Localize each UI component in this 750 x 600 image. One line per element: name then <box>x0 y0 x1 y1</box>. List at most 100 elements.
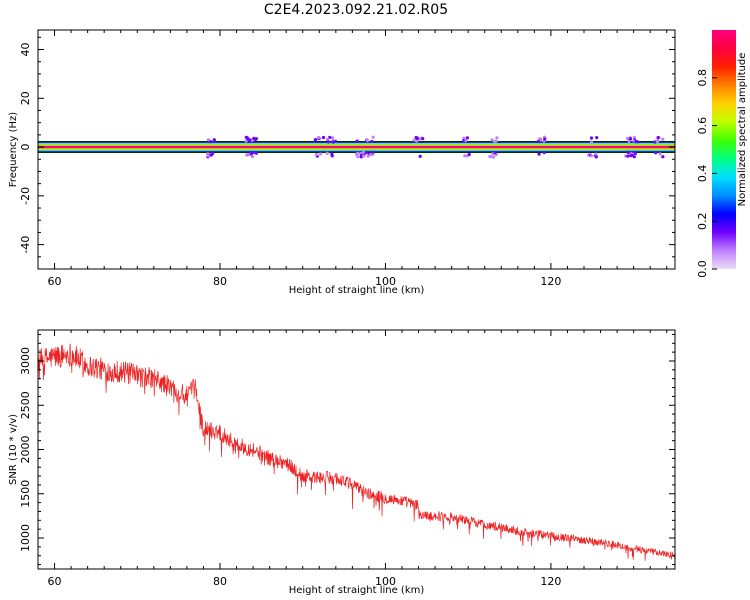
spectral-point <box>655 139 660 143</box>
snr-panel: 60 80 100 120 1000 1500 2000 2500 3000 Height of… <box>8 329 676 596</box>
spectral-point <box>415 136 419 141</box>
spectral-point <box>465 136 470 140</box>
spectral-point <box>654 151 658 155</box>
colorbar-tick-label: 0.0 <box>696 260 709 278</box>
y-tick-label: 2000 <box>19 436 32 464</box>
x-tick-label: 120 <box>540 575 561 588</box>
figure-title: C2E4.2023.092.21.02.R05 <box>264 2 448 18</box>
spectral-point <box>626 154 630 158</box>
spectrogram-plot-area <box>38 135 675 159</box>
spectrogram-ticks: 60 80 100 120 -40 -20 0 20 40 <box>19 30 675 288</box>
spectral-point <box>494 139 498 143</box>
spectral-point <box>254 151 258 155</box>
colorbar-gradient <box>712 30 736 269</box>
spectral-point <box>244 135 248 139</box>
spectral-point <box>244 139 248 143</box>
spectral-point <box>493 151 497 155</box>
colorbar-tick-label: 0.6 <box>696 117 709 135</box>
spectral-point <box>370 139 374 144</box>
x-tick-label: 80 <box>213 575 227 588</box>
y-tick-label: 40 <box>19 43 32 57</box>
spectral-point <box>542 151 546 155</box>
spectral-point <box>326 140 331 144</box>
spectral-point <box>206 138 210 142</box>
x-tick-label: 80 <box>213 275 227 288</box>
spectral-point <box>361 150 366 154</box>
y-tick-label: 1500 <box>19 480 32 508</box>
spectrogram-frame <box>37 29 676 270</box>
spectral-point <box>467 152 471 157</box>
spectral-point <box>626 150 630 155</box>
spectral-point <box>321 135 326 140</box>
colorbar-tick-label: 0.4 <box>696 165 709 183</box>
spectral-point <box>543 137 547 141</box>
x-tick-label: 100 <box>375 575 396 588</box>
spectral-point <box>245 153 249 157</box>
spectrogram-y-axis-label: Frequency (Hz) <box>8 112 19 188</box>
y-tick-label: 1000 <box>19 524 32 552</box>
spectral-point <box>627 139 631 144</box>
spectral-point <box>490 138 494 142</box>
colorbar: 0.0 0.2 0.4 0.6 0.8 Normalized spectral ampl… <box>696 30 748 278</box>
spectral-point <box>254 137 259 141</box>
colorbar-tick-label: 0.8 <box>696 69 709 87</box>
spectral-point <box>634 139 638 144</box>
spectral-point <box>595 136 599 140</box>
spectral-point <box>325 137 330 142</box>
spectral-point <box>626 136 630 140</box>
spectral-point <box>661 137 665 141</box>
y-tick-label: -20 <box>19 187 32 205</box>
spectral-point <box>355 139 359 143</box>
spectral-point <box>328 135 332 139</box>
spectral-point <box>208 140 213 144</box>
spectrogram-x-axis-label: Height of straight line (km) <box>289 285 425 296</box>
snr-series-line <box>38 343 675 561</box>
spectral-point <box>628 137 633 141</box>
spectral-point <box>421 137 425 141</box>
spectral-point <box>252 136 256 140</box>
x-tick-label: 100 <box>375 275 396 288</box>
snr-x-axis-label: Height of straight line (km) <box>289 585 425 596</box>
spectral-point <box>211 151 215 155</box>
spectral-point <box>491 155 496 159</box>
spectral-point <box>594 152 598 156</box>
spectral-point <box>317 135 321 140</box>
spectral-point <box>364 150 369 155</box>
spectral-point <box>653 140 657 144</box>
snr-y-axis-label: SNR (10 * v/v) <box>8 414 19 485</box>
x-tick-label: 120 <box>540 275 561 288</box>
spectral-point <box>589 136 594 140</box>
spectral-point <box>213 139 217 143</box>
spectral-point <box>334 139 338 143</box>
spectral-point <box>250 155 255 159</box>
y-tick-label: -40 <box>19 236 32 254</box>
spectral-point <box>463 154 467 158</box>
spectral-point <box>325 151 329 155</box>
spectral-point <box>319 152 323 156</box>
spectral-point <box>330 152 334 156</box>
spectral-point <box>658 152 662 156</box>
spectral-point <box>632 135 636 140</box>
spectral-point <box>206 154 210 158</box>
colorbar-tick-label: 0.2 <box>696 212 709 230</box>
spectral-point <box>495 136 499 140</box>
colorbar-label: Normalized spectral amplitude <box>737 53 748 207</box>
spectral-point <box>418 154 422 158</box>
spectral-point <box>537 139 541 144</box>
spectrogram-panel: 60 80 100 120 -40 -20 0 20 40 Height of straight… <box>8 29 676 296</box>
y-tick-label: 0 <box>19 144 32 151</box>
snr-plot-area <box>38 343 675 561</box>
spectral-point <box>371 150 375 154</box>
spectral-point <box>594 155 598 159</box>
y-tick-label: 2500 <box>19 391 32 419</box>
spectral-point <box>656 136 660 140</box>
spectral-point <box>464 138 468 142</box>
spectral-point <box>247 138 252 142</box>
y-tick-label: 20 <box>19 91 32 105</box>
spectral-point <box>313 138 318 142</box>
spectral-point <box>412 138 416 142</box>
y-tick-label: 3000 <box>19 347 32 375</box>
spectral-point <box>365 138 370 143</box>
spectral-point <box>589 154 594 158</box>
